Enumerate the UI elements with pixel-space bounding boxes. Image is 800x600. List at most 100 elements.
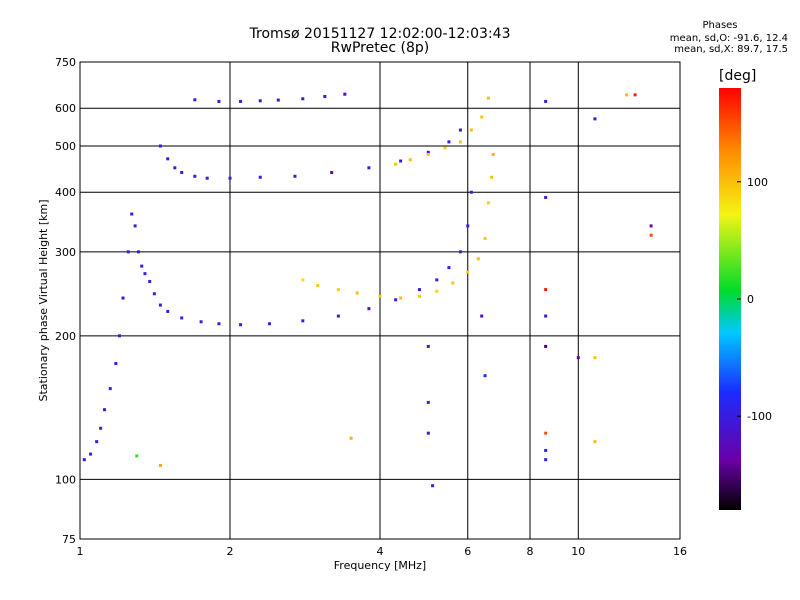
echo-point <box>483 374 487 378</box>
echo-point <box>301 319 305 323</box>
echo-point <box>435 278 439 282</box>
echo-point <box>193 98 197 102</box>
echo-point <box>378 294 382 298</box>
x-tick-label: 1 <box>77 545 84 558</box>
echo-point <box>466 270 470 274</box>
echo-point <box>152 292 156 296</box>
echo-point <box>394 162 398 166</box>
echo-point <box>625 93 629 97</box>
echo-point <box>399 159 403 163</box>
echo-point <box>316 283 320 287</box>
echo-point <box>140 264 144 268</box>
echo-point <box>451 281 455 285</box>
echo-point <box>217 322 221 326</box>
echo-point <box>486 96 490 100</box>
echo-point <box>469 128 473 132</box>
y-tick-label: 75 <box>62 533 76 546</box>
y-tick-label: 400 <box>55 186 76 199</box>
echo-point <box>480 314 484 318</box>
y-tick-label: 300 <box>55 246 76 259</box>
colorbar-ticks: 100 0 -100 <box>737 176 772 423</box>
echo-point <box>133 224 137 228</box>
echo-point <box>480 115 484 119</box>
echo-point <box>491 152 495 156</box>
echo-point <box>399 296 403 300</box>
echo-point <box>180 170 184 174</box>
grid-lines <box>79 61 681 540</box>
echo-point <box>301 97 305 101</box>
echo-point <box>544 195 548 199</box>
echo-point <box>426 431 430 435</box>
echo-point <box>158 144 162 148</box>
echo-point <box>95 440 99 444</box>
echo-point <box>458 140 462 144</box>
echo-point <box>355 291 359 295</box>
echo-point <box>117 334 121 338</box>
echo-point <box>130 212 134 216</box>
echo-point <box>136 250 140 254</box>
echo-point <box>108 387 112 391</box>
x-tick-label: 4 <box>377 545 384 558</box>
echo-point <box>148 279 152 283</box>
echo-point <box>544 448 548 452</box>
colorbar-unit-label: [deg] <box>719 68 757 84</box>
echo-point <box>544 314 548 318</box>
echo-point <box>417 288 421 292</box>
echo-point <box>258 175 262 179</box>
echo-point <box>576 356 580 360</box>
phases-heading: Phases <box>702 20 738 31</box>
echo-point <box>166 157 170 161</box>
colorbar <box>719 88 741 510</box>
echo-point <box>276 98 280 102</box>
echo-point <box>367 307 371 311</box>
echo-point <box>135 454 139 458</box>
echo-point <box>158 463 162 467</box>
echo-point <box>466 224 470 228</box>
echo-point <box>426 150 430 154</box>
y-axis-label: Stationary phase Virtual Height [km] <box>37 199 50 401</box>
x-tick-labels: 1 2 4 6 8 10 16 <box>77 545 688 558</box>
echo-point <box>490 175 494 179</box>
y-tick-label: 500 <box>55 140 76 153</box>
echo-point <box>126 250 130 254</box>
echo-point <box>349 436 353 440</box>
echo-point <box>143 272 147 276</box>
data-points <box>82 92 653 488</box>
echo-point <box>114 361 118 365</box>
echo-point <box>458 250 462 254</box>
echo-point <box>426 152 430 156</box>
x-tick-label: 2 <box>227 545 234 558</box>
echo-point <box>426 344 430 348</box>
echo-point <box>633 93 637 97</box>
echo-point <box>458 128 462 132</box>
echo-point <box>267 322 271 326</box>
echo-point <box>544 431 548 435</box>
x-tick-label: 8 <box>527 545 534 558</box>
echo-point <box>408 158 412 162</box>
echo-point <box>205 176 209 180</box>
x-tick-label: 6 <box>464 545 471 558</box>
echo-point <box>121 296 125 300</box>
echo-point <box>258 99 262 103</box>
echo-point <box>239 323 243 327</box>
plot-frame <box>79 61 681 540</box>
echo-point <box>336 288 340 292</box>
echo-point <box>469 190 473 194</box>
echo-point <box>158 303 162 307</box>
echo-point <box>486 201 490 205</box>
echo-point <box>180 316 184 320</box>
echo-point <box>89 452 93 456</box>
echo-point <box>417 294 421 298</box>
echo-point <box>544 99 548 103</box>
echo-point <box>483 236 487 240</box>
echo-point <box>166 309 170 313</box>
echo-point <box>228 176 232 180</box>
y-tick-label: 600 <box>55 102 76 115</box>
echo-point <box>330 170 334 174</box>
echo-point <box>293 174 297 178</box>
echo-point <box>173 166 177 170</box>
y-tick-label: 200 <box>55 330 76 343</box>
colorbar-tick-label: 0 <box>747 293 754 306</box>
